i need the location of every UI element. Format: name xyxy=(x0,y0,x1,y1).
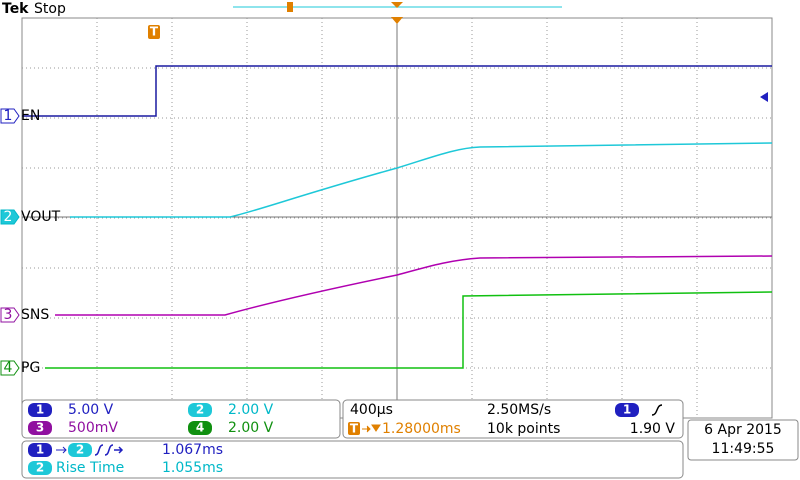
trace-sns xyxy=(55,255,773,316)
trigger-badge xyxy=(348,422,360,435)
channel-label: PG xyxy=(21,360,40,376)
delay-arrow xyxy=(362,424,381,433)
trigger-delay: 1.28000ms xyxy=(382,421,461,437)
header: Tek Stop T xyxy=(2,1,768,102)
channel-badge xyxy=(188,403,212,417)
channel-flag xyxy=(0,209,20,225)
traces xyxy=(22,65,773,369)
meas-value-1: 1.067ms xyxy=(162,442,223,458)
channel-number: 2 xyxy=(4,209,13,225)
status: Stop xyxy=(34,1,66,17)
channel-badge xyxy=(188,421,212,435)
meas-source: 1 xyxy=(36,443,44,457)
meas-tgt-badge xyxy=(68,443,92,457)
record-length: 10k points xyxy=(487,421,560,437)
trigger-channel: 1 xyxy=(623,403,631,417)
meas-value-2: 1.055ms xyxy=(162,460,223,476)
brand: Tek xyxy=(2,1,29,17)
trace-en xyxy=(22,65,772,117)
trace-pg xyxy=(45,291,773,369)
meas-arrow xyxy=(56,446,67,454)
meas2-source: 2 xyxy=(36,461,44,475)
channel-number: 3 xyxy=(4,307,13,323)
time: 11:49:55 xyxy=(712,441,775,457)
channel-scales: 1 5.00 V 2 2.00 V 3 500mV 4 2.00 V xyxy=(28,402,274,436)
trigger-marker: T xyxy=(150,25,159,39)
channel-labels: 1 EN 2 VOUT 3 SNS 4 PG xyxy=(0,108,61,376)
channel-scale: 2.00 V xyxy=(228,420,274,436)
channel-scale: 5.00 V xyxy=(68,402,114,418)
trigger-pos xyxy=(391,17,403,24)
graticule xyxy=(21,17,773,419)
trigger-channel-badge xyxy=(615,403,639,417)
channel-label: VOUT xyxy=(21,209,61,225)
horizontal-panel xyxy=(342,399,684,439)
trigger-badge-letter: T xyxy=(350,422,359,436)
meas2-name: Rise Time xyxy=(56,460,124,476)
trigger-marker-box xyxy=(148,25,160,39)
channel-number: 1 xyxy=(4,108,13,124)
measure-panel xyxy=(21,440,684,479)
meas-target: 2 xyxy=(76,443,84,457)
channel-badge-number: 2 xyxy=(196,403,204,417)
timebase: 400µs xyxy=(350,402,393,418)
trace-vout xyxy=(70,142,773,218)
trigger-level-arrow xyxy=(760,92,768,102)
channel-flag xyxy=(0,360,20,376)
trigger-pos-top xyxy=(391,2,403,8)
sample-rate: 2.50MS/s xyxy=(487,402,551,418)
channel-flag xyxy=(0,307,20,323)
trigger-level: 1.90 V xyxy=(630,421,676,437)
channel-badge-number: 4 xyxy=(196,421,204,435)
vertical-panel xyxy=(21,399,341,439)
channel-badge xyxy=(28,403,52,417)
channel-scale: 2.00 V xyxy=(228,402,274,418)
channel-badge-number: 1 xyxy=(36,403,44,417)
meas-src-badge xyxy=(28,443,52,457)
channel-flag xyxy=(0,108,20,124)
channel-badge xyxy=(28,421,52,435)
channel-label: EN xyxy=(21,108,40,124)
timestamp-panel xyxy=(687,419,799,461)
edge-icon xyxy=(651,404,663,416)
channel-number: 4 xyxy=(4,360,13,376)
channel-badge-number: 3 xyxy=(36,421,44,435)
channel-scale: 500mV xyxy=(68,420,118,436)
channel-label: SNS xyxy=(21,307,49,323)
view-marker xyxy=(287,2,293,12)
meas-edge-icon xyxy=(94,444,124,456)
meas2-src-badge xyxy=(28,461,52,475)
date: 6 Apr 2015 xyxy=(704,422,782,438)
